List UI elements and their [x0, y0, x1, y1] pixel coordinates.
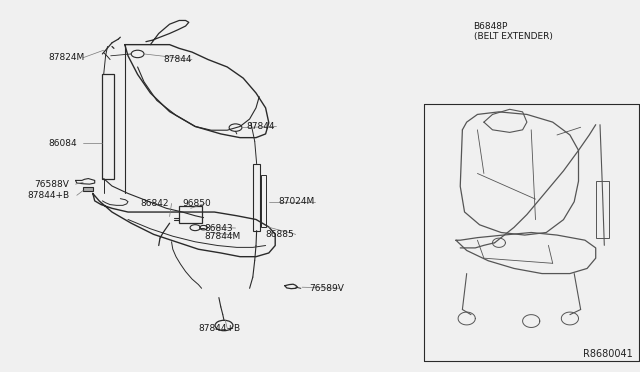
Text: R8680041: R8680041	[582, 349, 632, 359]
Text: 86842: 86842	[141, 199, 170, 208]
Text: 76589V: 76589V	[309, 284, 344, 293]
Text: 87824M: 87824M	[48, 53, 84, 62]
Text: 87844: 87844	[246, 122, 275, 131]
Text: 87844: 87844	[163, 55, 192, 64]
Text: 87844M: 87844M	[205, 232, 241, 241]
Text: 87844+B: 87844+B	[28, 191, 70, 200]
Bar	[253, 164, 260, 231]
Text: 87844+B: 87844+B	[198, 324, 241, 333]
Text: 86843: 86843	[205, 224, 234, 232]
Text: 96850: 96850	[182, 199, 211, 208]
Text: 86084: 86084	[48, 139, 77, 148]
Bar	[179, 206, 202, 223]
Text: 76588V: 76588V	[34, 180, 68, 189]
Text: 87024M: 87024M	[278, 197, 315, 206]
Text: B6848P
(BELT EXTENDER): B6848P (BELT EXTENDER)	[474, 22, 552, 41]
Bar	[596, 181, 609, 238]
Bar	[102, 74, 114, 179]
Bar	[83, 187, 93, 191]
Text: 86885: 86885	[266, 230, 294, 239]
Bar	[261, 175, 266, 227]
